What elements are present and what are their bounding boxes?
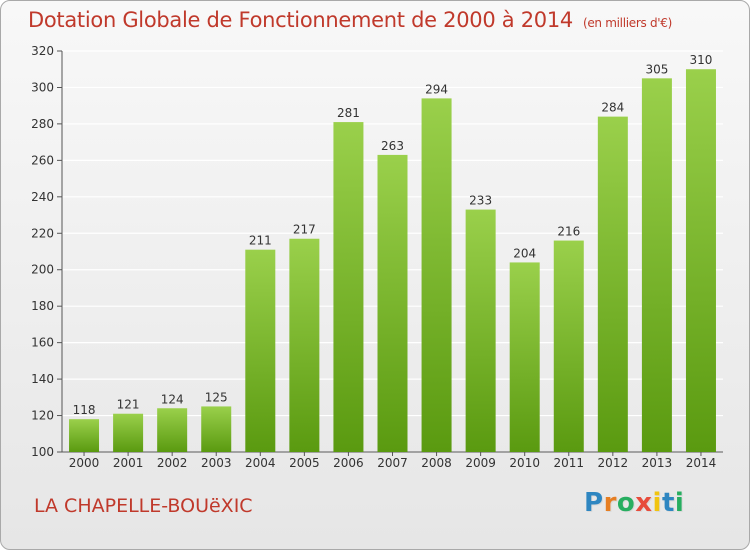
- bar: [333, 122, 364, 452]
- bar: [421, 98, 452, 453]
- value-label: 118: [73, 403, 96, 417]
- brand-letter: t: [661, 488, 675, 518]
- brand-letter: x: [635, 488, 653, 518]
- value-label: 216: [557, 225, 580, 239]
- x-tick-label: 2014: [686, 456, 717, 470]
- value-label: 310: [690, 53, 713, 67]
- bar: [289, 238, 320, 452]
- labels: 100 120 140 160 180 200 220 240 260 280 300 320 118 2…: [31, 44, 716, 470]
- x-tick-label: 2006: [333, 456, 364, 470]
- brand-letter: r: [603, 488, 617, 518]
- bar: [201, 406, 232, 452]
- x-tick-label: 2007: [377, 456, 408, 470]
- x-tick-label: 2001: [113, 456, 144, 470]
- x-tick-label: 2005: [289, 456, 320, 470]
- y-tick-label: 280: [31, 117, 54, 131]
- x-tick-label: 2010: [509, 456, 540, 470]
- y-tick-label: 100: [31, 445, 54, 459]
- value-label: 204: [513, 246, 536, 260]
- bar: [597, 116, 628, 453]
- y-tick-label: 240: [31, 190, 54, 204]
- value-label: 125: [205, 390, 228, 404]
- bar: [113, 413, 144, 452]
- x-tick-label: 2000: [69, 456, 100, 470]
- x-tick-label: 2012: [598, 456, 629, 470]
- brand-letter: o: [616, 488, 636, 518]
- chart-title-text: Dotation Globale de Fonctionnement de 20…: [28, 8, 573, 32]
- y-tick-label: 320: [31, 44, 54, 58]
- y-tick-label: 200: [31, 263, 54, 277]
- x-tick-label: 2011: [553, 456, 584, 470]
- value-label: 124: [161, 392, 184, 406]
- y-tick-label: 260: [31, 153, 54, 167]
- brand-letter: P: [584, 488, 604, 518]
- x-tick-label: 2008: [421, 456, 452, 470]
- value-label: 211: [249, 234, 272, 248]
- value-label: 284: [601, 101, 624, 115]
- bar: [245, 249, 276, 452]
- x-tick-label: 2013: [642, 456, 673, 470]
- x-tick-label: 2002: [157, 456, 188, 470]
- value-label: 217: [293, 223, 316, 237]
- value-label: 305: [645, 62, 668, 76]
- x-tick-label: 2009: [465, 456, 496, 470]
- bars: [69, 69, 716, 453]
- y-tick-label: 160: [31, 336, 54, 350]
- brand-logo: Proxiti: [584, 488, 684, 518]
- bar: [553, 240, 584, 452]
- x-tick-label: 2004: [245, 456, 276, 470]
- y-tick-label: 300: [31, 80, 54, 94]
- value-label: 263: [381, 139, 404, 153]
- bar: [685, 69, 716, 453]
- commune-name: LA CHAPELLE-BOUëXIC: [34, 495, 253, 517]
- value-label: 281: [337, 106, 360, 120]
- bar: [641, 78, 672, 452]
- bar: [509, 262, 540, 452]
- brand-letter: i: [674, 488, 685, 518]
- y-tick-label: 180: [31, 299, 54, 313]
- value-label: 294: [425, 82, 448, 96]
- y-tick-label: 140: [31, 372, 54, 386]
- bar: [465, 209, 496, 452]
- chart-subtitle: (en milliers d'€): [582, 16, 672, 30]
- brand-letter: i: [652, 488, 662, 518]
- value-label: 233: [469, 194, 492, 208]
- chart-title: Dotation Globale de Fonctionnement de 20…: [28, 8, 672, 32]
- value-label: 121: [117, 398, 140, 412]
- bar: [377, 154, 408, 453]
- y-tick-label: 220: [31, 226, 54, 240]
- bar: [157, 408, 188, 452]
- x-tick-label: 2003: [201, 456, 232, 470]
- y-tick-label: 120: [31, 409, 54, 423]
- bar: [69, 419, 100, 452]
